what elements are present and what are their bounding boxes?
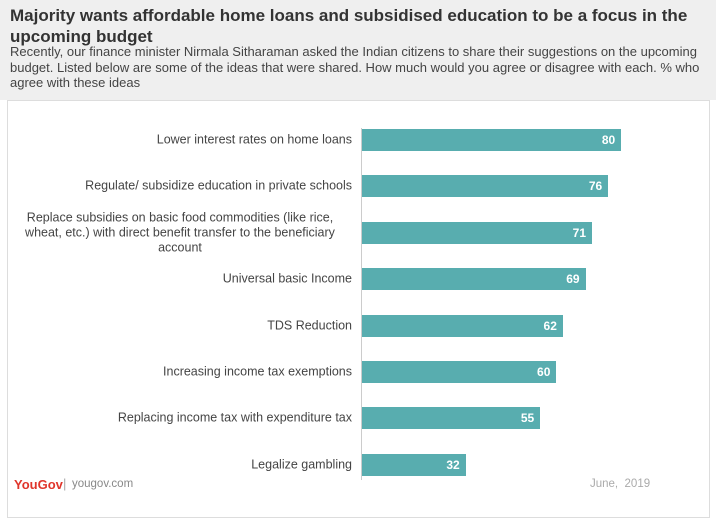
category-text: Lower interest rates on home loans <box>156 132 352 147</box>
separator: | <box>63 476 67 491</box>
bar <box>362 453 466 476</box>
category-label: TDS Reduction <box>8 318 352 333</box>
category-label: Lower interest rates on home loans <box>8 133 352 148</box>
chart-title: Majority wants affordable home loans and… <box>10 6 688 46</box>
data-label: 62 <box>543 318 557 333</box>
category-text: Regulate/ subsidize education in private… <box>85 178 352 193</box>
category-label: Universal basic Income <box>8 272 352 287</box>
category-text: TDS Reduction <box>267 318 352 333</box>
bar <box>362 268 586 291</box>
category-label: Increasing income tax exemptions <box>8 365 352 380</box>
bar <box>362 314 563 337</box>
header: Majority wants affordable home loans and… <box>0 0 716 100</box>
category-text: Replacing income tax with expenditure ta… <box>117 410 352 425</box>
data-label: 69 <box>566 272 580 287</box>
data-label: 80 <box>601 133 616 147</box>
data-label: 32 <box>446 457 460 472</box>
axis-line <box>361 128 362 480</box>
category-text: Increasing income tax exemptions <box>163 364 352 379</box>
data-label: 60 <box>537 365 551 379</box>
category-label: Replace subsidies on basic food commodit… <box>8 210 352 255</box>
chart-subtitle: Recently, our finance minister Nirmala S… <box>10 44 700 90</box>
brand-logo: YouGov <box>14 477 63 492</box>
bar <box>362 221 593 244</box>
bar <box>362 407 541 430</box>
data-label: 76 <box>588 179 603 194</box>
bar <box>362 175 609 198</box>
category-label: Regulate/ subsidize education in private… <box>8 179 352 194</box>
data-label: 71 <box>572 225 587 240</box>
category-text: Universal basic Income <box>222 271 352 286</box>
category-label: Replacing income tax with expenditure ta… <box>8 411 352 426</box>
date: June, 2019 <box>590 478 651 490</box>
bar <box>362 129 622 151</box>
category-label: Legalize gambling <box>8 457 352 472</box>
source: yougov.com <box>72 478 134 490</box>
bar <box>362 361 557 383</box>
data-label: 55 <box>520 411 535 426</box>
chart-panel <box>7 100 710 518</box>
category-text: Legalize gambling <box>251 457 352 472</box>
category-text: Replace subsidies on basic food commodit… <box>25 210 335 255</box>
